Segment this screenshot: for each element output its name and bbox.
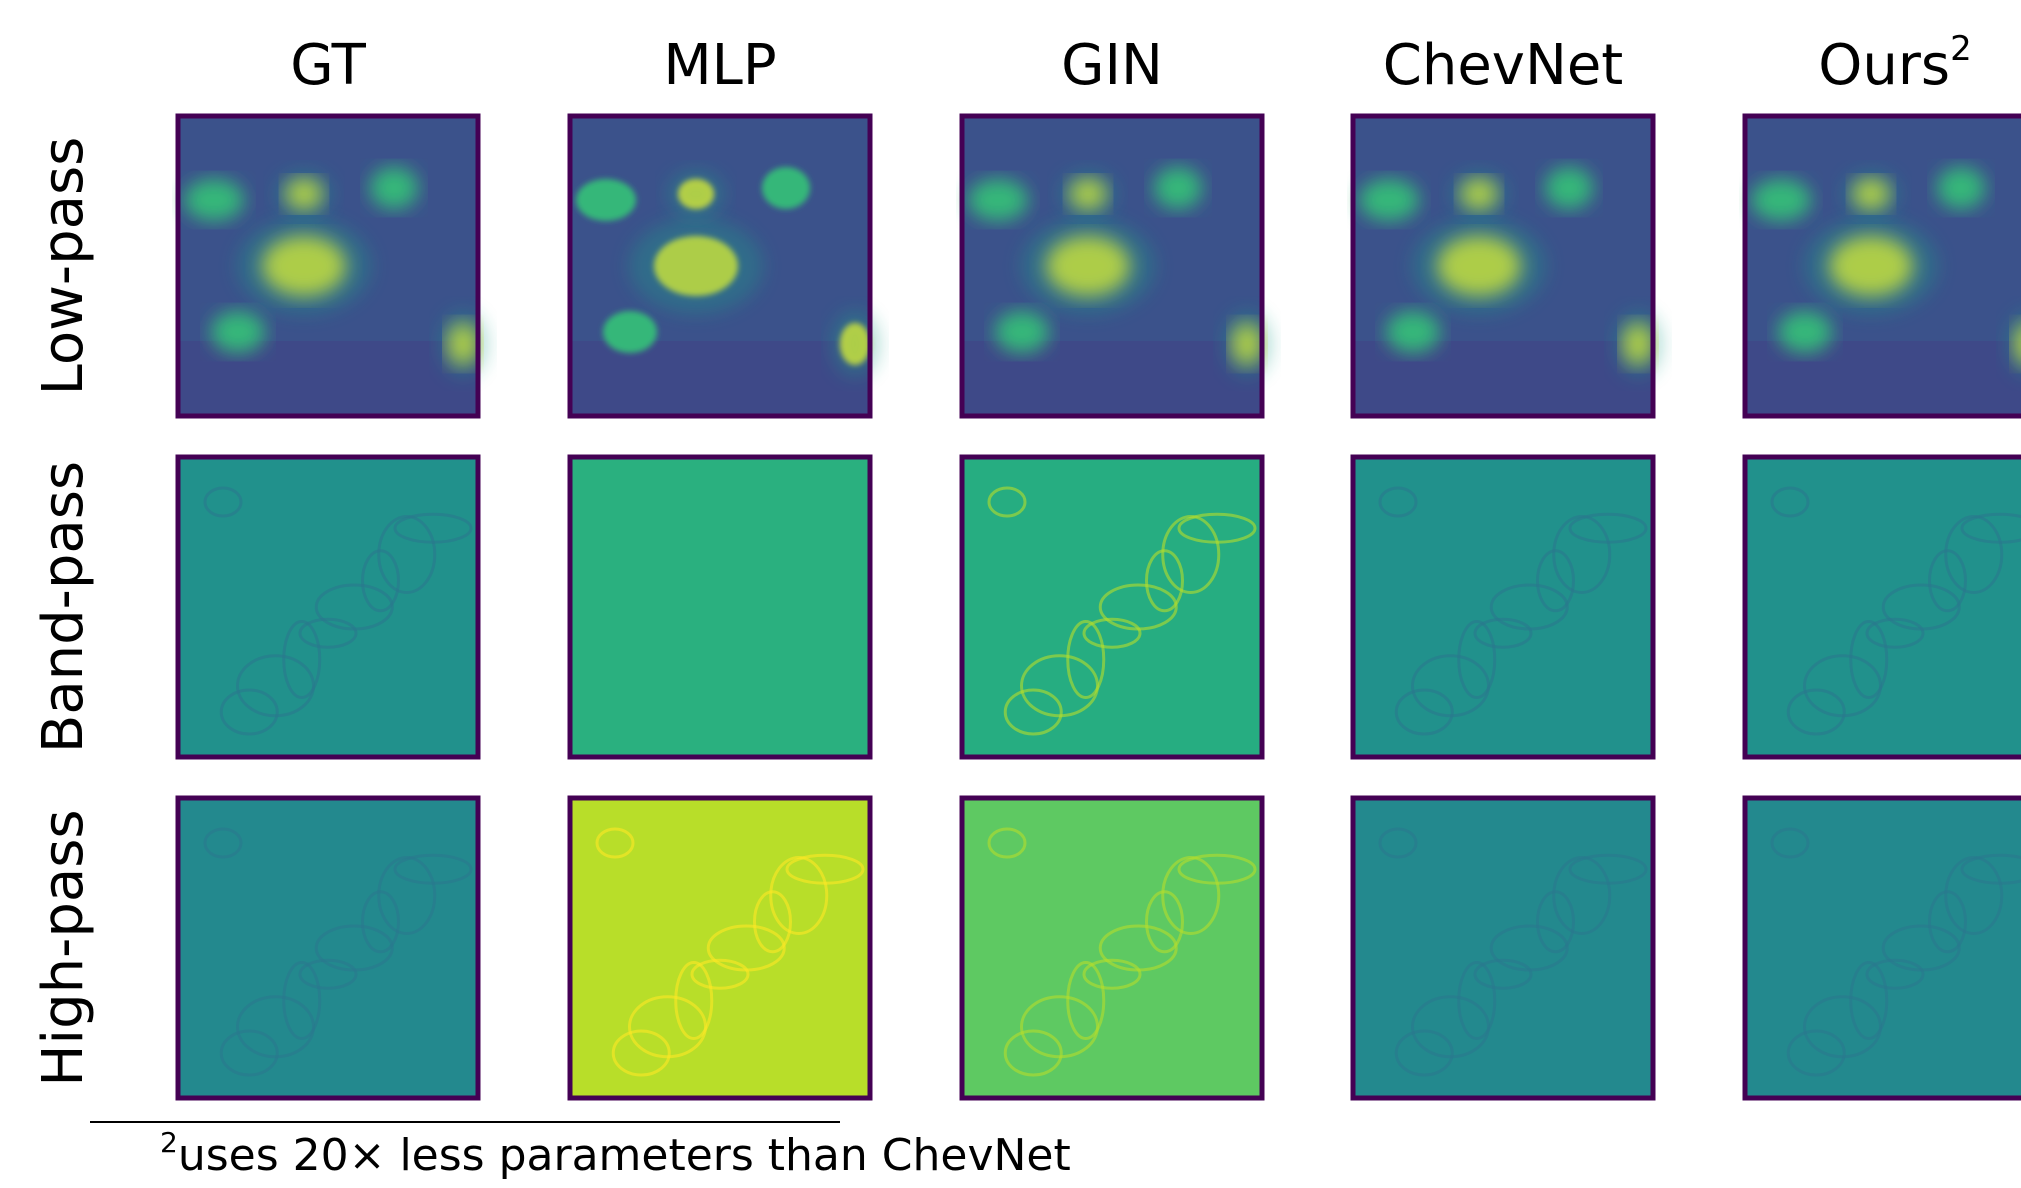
- panel-blob: [1751, 179, 1811, 221]
- panel-halo: [1804, 218, 1938, 314]
- column-header: Ours2: [1818, 29, 1971, 98]
- row-label: High-pass: [31, 809, 96, 1086]
- footnote-marker: 2: [1950, 29, 1972, 69]
- panel-blob: [603, 311, 657, 353]
- panel-blob: [184, 179, 244, 221]
- panel-shade: [1353, 341, 1653, 416]
- panel: [178, 457, 478, 757]
- panel-background: [178, 457, 478, 757]
- panel-blob: [762, 167, 810, 209]
- panel: [570, 116, 879, 416]
- panel-shade: [570, 341, 870, 416]
- column-label: GT: [290, 33, 366, 98]
- panel: [962, 116, 1271, 416]
- column-label: GIN: [1061, 33, 1163, 98]
- column-header: GIN: [1061, 33, 1163, 98]
- panel: [962, 798, 1262, 1098]
- panel-blob: [211, 311, 265, 353]
- panel-shade: [178, 341, 478, 416]
- panel-blob: [1154, 167, 1202, 209]
- panel-halo: [237, 218, 371, 314]
- panel: [1353, 457, 1653, 757]
- panel-blob: [1937, 167, 1985, 209]
- panel-shade: [962, 341, 1262, 416]
- panel-background: [962, 457, 1262, 757]
- panel-blob: [576, 179, 636, 221]
- panel-shade: [1745, 341, 2021, 416]
- column-label: MLP: [663, 33, 776, 98]
- panel: [1745, 457, 2021, 757]
- panel: [1353, 116, 1662, 416]
- panel-background: [962, 798, 1262, 1098]
- column-header: MLP: [663, 33, 776, 98]
- row-label: Low-pass: [31, 137, 96, 396]
- panel-background: [570, 798, 870, 1098]
- footnote: 2uses 20× less parameters than ChevNet: [160, 1126, 1071, 1181]
- panel-blob: [1386, 311, 1440, 353]
- panel-blob: [968, 179, 1028, 221]
- panel-halo: [1412, 218, 1546, 314]
- panel: [1745, 798, 2021, 1098]
- column-label: ChevNet: [1383, 33, 1624, 98]
- panel: [962, 457, 1262, 757]
- panel-halo: [1450, 170, 1508, 218]
- panel-halo: [1842, 170, 1900, 218]
- footnote-marker: 2: [160, 1126, 178, 1159]
- panel-background: [1353, 457, 1653, 757]
- panel-grid: [178, 116, 2021, 1098]
- column-label: Ours: [1818, 33, 1950, 98]
- row-label: Band-pass: [31, 461, 96, 753]
- panel-background: [570, 457, 870, 757]
- panel-halo: [275, 170, 333, 218]
- panel: [178, 116, 487, 416]
- panel: [178, 798, 478, 1098]
- panel: [570, 457, 870, 757]
- panel-blob: [1359, 179, 1419, 221]
- panel-blob: [995, 311, 1049, 353]
- figure: 2uses 20× less parameters than ChevNet G…: [0, 0, 2021, 1188]
- panel-blob: [1778, 311, 1832, 353]
- footnote-text: uses 20× less parameters than ChevNet: [178, 1130, 1071, 1181]
- panel-blob: [1545, 167, 1593, 209]
- panel: [1745, 116, 2021, 416]
- column-header: ChevNet: [1383, 33, 1624, 98]
- panel: [1353, 798, 1653, 1098]
- panel-background: [178, 798, 478, 1098]
- panel: [570, 798, 870, 1098]
- panel-blob: [370, 167, 418, 209]
- panel-halo: [1021, 218, 1155, 314]
- panel-halo: [629, 218, 763, 314]
- panel-halo: [1059, 170, 1117, 218]
- column-header: GT: [290, 33, 366, 98]
- panel-background: [1353, 798, 1653, 1098]
- panel-halo: [667, 170, 725, 218]
